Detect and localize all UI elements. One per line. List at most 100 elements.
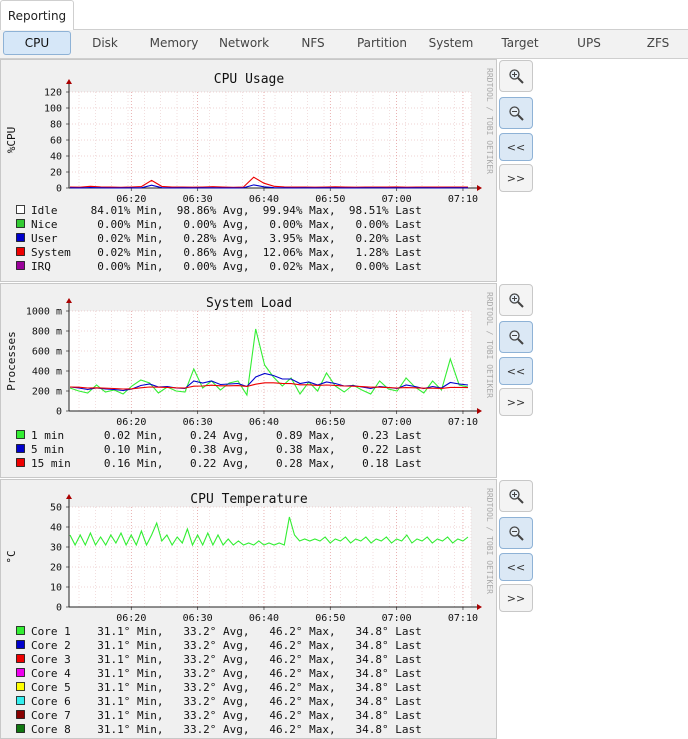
subtab-memory[interactable]: Memory (149, 36, 199, 50)
y-tick-label: 20 (50, 563, 62, 574)
rrdtool-watermark: RRDTOOL / TOBI OETIKER (485, 488, 494, 594)
y-tick-label: 400 m (32, 367, 62, 378)
legend-row-core-4: Core 4 31.1° Min, 33.2° Avg, 46.2° Max, … (31, 667, 422, 680)
series-line-system (69, 176, 469, 188)
subtab-disk[interactable]: Disk (92, 36, 118, 50)
zoom-in-button[interactable] (499, 480, 533, 512)
subtab-nfs[interactable]: NFS (301, 36, 325, 50)
subtab-system[interactable]: System (428, 36, 474, 50)
legend-row-core-2: Core 2 31.1° Min, 33.2° Avg, 46.2° Max, … (31, 639, 422, 652)
tab-reporting[interactable]: Reporting (0, 0, 74, 30)
x-tick-label: 06:30 (183, 194, 213, 205)
y-tick-label: 800 m (32, 327, 62, 338)
subtab-cpu[interactable]: CPU (3, 31, 71, 55)
cpu-usage-chart: 0 20 40 60 80 100 120 06:20 06:30 06:40 06:50 07:00… (5, 68, 494, 273)
x-tick-label: 07:10 (448, 194, 478, 205)
legend-swatch-core-3 (16, 654, 25, 663)
subtab-ups[interactable]: UPS (577, 36, 601, 50)
x-tick-label: 07:00 (382, 194, 412, 205)
x-axis-arrow (477, 185, 482, 191)
zoom-in-icon (509, 293, 524, 308)
legend-row-5-min: 5 min 0.10 Min, 0.38 Avg, 0.38 Max, 0.22… (31, 443, 422, 456)
legend-swatch-nice (16, 219, 25, 228)
legend-swatch-core-4 (16, 668, 25, 677)
y-tick-label: 120 (44, 88, 62, 99)
y-tick-label: 10 (50, 583, 62, 594)
legend-swatch-core-8 (16, 724, 25, 733)
legend-row-nice: Nice 0.00% Min, 0.00% Avg, 0.00% Max, 0.… (31, 218, 422, 231)
legend-row-core-7: Core 7 31.1° Min, 33.2° Avg, 46.2° Max, … (31, 709, 422, 722)
legend-swatch-idle (16, 205, 25, 214)
chart-title: System Load (206, 296, 292, 311)
legend-row-core-6: Core 6 31.1° Min, 33.2° Avg, 46.2° Max, … (31, 695, 422, 708)
x-tick-label: 06:20 (116, 613, 146, 624)
y-tick-label: 1000 m (26, 307, 62, 318)
chart-title: CPU Usage (214, 72, 285, 87)
rrdtool-watermark: RRDTOOL / TOBI OETIKER (485, 68, 494, 174)
legend-swatch-core-6 (16, 696, 25, 705)
x-tick-label: 06:40 (249, 613, 279, 624)
zoom-in-button[interactable] (499, 284, 533, 316)
subtab-target[interactable]: Target (501, 36, 539, 50)
next-button[interactable]: >> (499, 164, 533, 192)
legend-swatch-system (16, 247, 25, 256)
legend-swatch-core-2 (16, 640, 25, 649)
x-tick-label: 06:50 (315, 613, 345, 624)
legend-row-core-8: Core 8 31.1° Min, 33.2° Avg, 46.2° Max, … (31, 723, 422, 736)
legend-swatch-user (16, 233, 25, 242)
zoom-out-icon (509, 330, 524, 345)
series-line-5-min (69, 372, 469, 392)
legend-row-15-min: 15 min 0.16 Min, 0.22 Avg, 0.28 Max, 0.1… (31, 457, 422, 470)
y-axis-arrow (66, 79, 72, 84)
x-axis-arrow (477, 604, 482, 610)
legend-row-irq: IRQ 0.00% Min, 0.00% Avg, 0.02% Max, 0.0… (31, 260, 422, 273)
x-tick-label: 06:30 (183, 613, 213, 624)
y-axis-label: Processes (5, 331, 18, 391)
cpu-temperature-chart: 0 10 20 30 40 50 06:20 06:30 06:40 06:50 07:00 07:1… (5, 488, 494, 736)
prev-button[interactable]: << (499, 133, 533, 161)
series-line-user (69, 184, 468, 189)
y-tick-label: 0 (56, 184, 62, 195)
legend-row-core-5: Core 5 31.1° Min, 33.2° Avg, 46.2° Max, … (31, 681, 422, 694)
subtab-partition[interactable]: Partition (356, 36, 407, 50)
legend-row-idle: Idle 84.01% Min, 98.86% Avg, 99.94% Max,… (31, 204, 422, 217)
series-line-1-min (69, 328, 469, 397)
x-tick-label: 06:50 (315, 194, 345, 205)
system-load-graph: 0 200 m 400 m 600 m 800 m 1000 m 06:20 06:30 06:… (0, 283, 497, 478)
chart-title: CPU Temperature (190, 492, 308, 507)
x-tick-label: 06:30 (183, 417, 213, 428)
prev-button[interactable]: << (499, 553, 533, 581)
x-axis-arrow (477, 408, 482, 414)
y-tick-label: 20 (50, 168, 62, 179)
zoom-out-button[interactable] (499, 321, 533, 353)
legend-swatch-core-1 (16, 626, 25, 635)
y-tick-label: 600 m (32, 347, 62, 358)
subtab-bar: CPU Disk Memory Network NFS Partition Sy… (0, 30, 688, 59)
y-axis-label: °C (5, 550, 18, 563)
legend-row-user: User 0.02% Min, 0.28% Avg, 3.95% Max, 0.… (31, 232, 422, 245)
tab-rule (74, 29, 688, 30)
series-line-15-min (69, 382, 469, 390)
zoom-out-button[interactable] (499, 97, 533, 129)
cpu-temperature-graph: 0 10 20 30 40 50 06:20 06:30 06:40 06:50 07:00 07:1… (0, 479, 497, 739)
subtab-network[interactable]: Network (218, 36, 270, 50)
legend-row-1-min: 1 min 0.02 Min, 0.24 Avg, 0.89 Max, 0.23… (31, 429, 422, 442)
next-button[interactable]: >> (499, 388, 533, 416)
y-axis-label: %CPU (5, 127, 18, 154)
legend-swatch-irq (16, 261, 25, 270)
x-tick-label: 06:40 (249, 194, 279, 205)
legend-swatch-15-min (16, 458, 25, 467)
zoom-out-button[interactable] (499, 517, 533, 549)
subtab-zfs[interactable]: ZFS (646, 36, 670, 50)
prev-button[interactable]: << (499, 357, 533, 385)
x-tick-label: 07:00 (382, 417, 412, 428)
plot-area (69, 311, 471, 411)
plot-area (69, 507, 471, 607)
y-tick-label: 200 m (32, 387, 62, 398)
y-axis-arrow (66, 494, 72, 499)
legend-swatch-5-min (16, 444, 25, 453)
zoom-in-button[interactable] (499, 60, 533, 92)
x-tick-label: 06:20 (116, 417, 146, 428)
y-tick-label: 40 (50, 152, 62, 163)
next-button[interactable]: >> (499, 584, 533, 612)
